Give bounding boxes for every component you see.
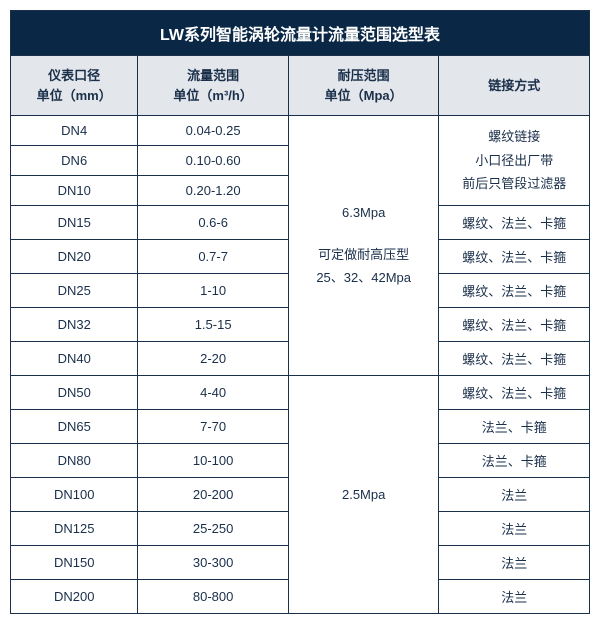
- cell-connection-threaded: 螺纹链接 小口径出厂带 前后只管段过滤器: [439, 116, 590, 206]
- cell-connection: 螺纹、法兰、卡箍: [439, 376, 590, 410]
- cell-diameter: DN80: [11, 444, 138, 478]
- header-connection: 链接方式: [439, 56, 590, 116]
- table-title: LW系列智能涡轮流量计流量范围选型表: [11, 11, 590, 56]
- header-range: 流量范围 单位（m³/h）: [138, 56, 289, 116]
- table-row: DN4 0.04-0.25 6.3Mpa 可定做耐高压型 25、32、42Mpa…: [11, 116, 590, 146]
- cell-range: 0.6-6: [138, 206, 289, 240]
- cell-range: 10-100: [138, 444, 289, 478]
- conn-line: 前后只管段过滤器: [445, 172, 583, 195]
- cell-diameter: DN200: [11, 580, 138, 614]
- cell-diameter: DN65: [11, 410, 138, 444]
- cell-connection: 法兰: [439, 512, 590, 546]
- conn-line: 小口径出厂带: [445, 149, 583, 172]
- cell-connection: 螺纹、法兰、卡箍: [439, 274, 590, 308]
- cell-diameter: DN150: [11, 546, 138, 580]
- cell-diameter: DN100: [11, 478, 138, 512]
- cell-connection: 法兰、卡箍: [439, 444, 590, 478]
- cell-diameter: DN40: [11, 342, 138, 376]
- cell-connection: 法兰、卡箍: [439, 410, 590, 444]
- table-row: DN50 4-40 2.5Mpa 螺纹、法兰、卡箍: [11, 376, 590, 410]
- cell-range: 2-20: [138, 342, 289, 376]
- selection-table: LW系列智能涡轮流量计流量范围选型表 仪表口径 单位（mm） 流量范围 单位（m…: [10, 10, 590, 614]
- cell-range: 80-800: [138, 580, 289, 614]
- cell-range: 0.10-0.60: [138, 146, 289, 176]
- header-pressure: 耐压范围 单位（Mpa）: [288, 56, 439, 116]
- header-diameter: 仪表口径 单位（mm）: [11, 56, 138, 116]
- conn-line: 螺纹链接: [445, 125, 583, 148]
- pressure-line: 6.3Mpa: [295, 201, 433, 224]
- cell-pressure-6p3: 6.3Mpa 可定做耐高压型 25、32、42Mpa: [288, 116, 439, 376]
- cell-range: 7-70: [138, 410, 289, 444]
- cell-diameter: DN20: [11, 240, 138, 274]
- cell-connection: 螺纹、法兰、卡箍: [439, 342, 590, 376]
- cell-connection: 螺纹、法兰、卡箍: [439, 308, 590, 342]
- cell-diameter: DN125: [11, 512, 138, 546]
- cell-pressure-2p5: 2.5Mpa: [288, 376, 439, 614]
- cell-range: 25-250: [138, 512, 289, 546]
- cell-connection: 法兰: [439, 546, 590, 580]
- cell-range: 1.5-15: [138, 308, 289, 342]
- cell-range: 20-200: [138, 478, 289, 512]
- cell-range: 4-40: [138, 376, 289, 410]
- cell-connection: 法兰: [439, 478, 590, 512]
- title-row: LW系列智能涡轮流量计流量范围选型表: [11, 11, 590, 56]
- cell-range: 0.04-0.25: [138, 116, 289, 146]
- cell-range: 30-300: [138, 546, 289, 580]
- cell-diameter: DN10: [11, 176, 138, 206]
- cell-range: 1-10: [138, 274, 289, 308]
- cell-diameter: DN4: [11, 116, 138, 146]
- cell-diameter: DN50: [11, 376, 138, 410]
- pressure-line: 25、32、42Mpa: [295, 266, 433, 289]
- cell-connection: 螺纹、法兰、卡箍: [439, 206, 590, 240]
- cell-range: 0.20-1.20: [138, 176, 289, 206]
- cell-diameter: DN6: [11, 146, 138, 176]
- pressure-line: 可定做耐高压型: [295, 243, 433, 266]
- cell-diameter: DN32: [11, 308, 138, 342]
- cell-diameter: DN15: [11, 206, 138, 240]
- cell-range: 0.7-7: [138, 240, 289, 274]
- cell-connection: 螺纹、法兰、卡箍: [439, 240, 590, 274]
- cell-diameter: DN25: [11, 274, 138, 308]
- cell-connection: 法兰: [439, 580, 590, 614]
- header-row: 仪表口径 单位（mm） 流量范围 单位（m³/h） 耐压范围 单位（Mpa） 链…: [11, 56, 590, 116]
